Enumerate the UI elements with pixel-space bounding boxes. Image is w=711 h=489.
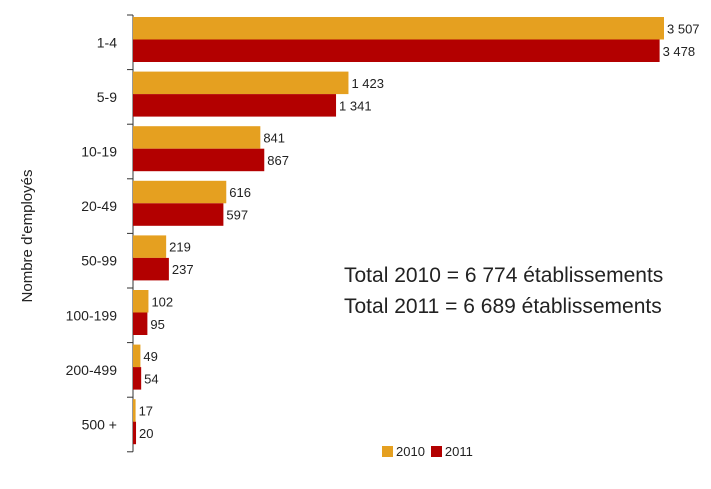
data-label-2011: 95 bbox=[150, 317, 164, 332]
data-label-2011: 1 341 bbox=[339, 98, 372, 113]
bar-2010 bbox=[133, 126, 261, 149]
data-label-2010: 1 423 bbox=[351, 76, 384, 91]
bar-2010 bbox=[133, 71, 349, 95]
data-label-2010: 219 bbox=[169, 240, 191, 255]
bar-2011 bbox=[133, 148, 265, 172]
y-axis bbox=[127, 14, 134, 453]
bar-2011 bbox=[133, 94, 337, 117]
legend-swatch-2011 bbox=[430, 446, 442, 457]
bar-2011 bbox=[133, 312, 148, 335]
y-axis-title-group: Nombre d'employés bbox=[19, 170, 36, 303]
data-label-2010: 616 bbox=[229, 185, 251, 200]
legend-label-2010: 2010 bbox=[396, 444, 425, 459]
category-label: 1-4 bbox=[97, 34, 117, 50]
category-label: 500 + bbox=[82, 417, 117, 433]
bar-2010 bbox=[133, 344, 141, 368]
data-label-2011: 20 bbox=[139, 426, 153, 441]
legend-label-2011: 2011 bbox=[444, 444, 473, 459]
data-label-2010: 3 507 bbox=[667, 21, 700, 36]
legend-swatch-2010 bbox=[382, 446, 393, 457]
bar-2010 bbox=[133, 235, 167, 258]
category-label: 50-99 bbox=[81, 253, 117, 269]
data-label-2010: 102 bbox=[151, 294, 173, 309]
category-label: 5-9 bbox=[97, 89, 117, 105]
bar-2011 bbox=[133, 257, 169, 281]
category-label: 200-499 bbox=[66, 362, 118, 378]
data-label-2011: 3 478 bbox=[663, 44, 696, 59]
bar-2011 bbox=[133, 421, 137, 445]
bar-2010 bbox=[133, 17, 664, 40]
data-label-2010: 841 bbox=[263, 130, 285, 145]
annotation-total-2010: Total 2010 = 6 774 établissements bbox=[344, 264, 664, 287]
category-label: 20-49 bbox=[81, 198, 117, 214]
data-label-2011: 867 bbox=[267, 153, 289, 168]
bar-2011 bbox=[133, 39, 660, 62]
category-label: 10-19 bbox=[81, 144, 117, 160]
bar-2010 bbox=[133, 290, 149, 313]
data-label-2011: 54 bbox=[144, 371, 158, 386]
category-labels: 1-4 5-9 10-19 20-49 50-99 100-199 200-499 500 + bbox=[66, 34, 118, 432]
data-label-2010: 49 bbox=[143, 349, 157, 364]
legend: 2010 2011 bbox=[382, 444, 479, 459]
bar-2011 bbox=[133, 367, 142, 390]
bar-2011 bbox=[133, 203, 224, 226]
bars bbox=[133, 17, 664, 445]
data-labels: 3 507 3 478 1 423 1 341 841 867 616 597 219 237 10… bbox=[139, 21, 700, 441]
data-label-2011: 237 bbox=[172, 262, 194, 277]
y-axis-title: Nombre d'employés bbox=[19, 170, 36, 303]
bar-2010 bbox=[133, 399, 136, 422]
data-label-2010: 17 bbox=[139, 403, 153, 418]
bar-2010 bbox=[133, 180, 227, 204]
legend-item-2010: 2010 bbox=[382, 444, 425, 459]
legend-item-2011: 2011 bbox=[430, 444, 473, 459]
annotation-total-2011: Total 2011 = 6 689 établissements bbox=[344, 295, 662, 318]
category-label: 100-199 bbox=[66, 307, 118, 323]
data-label-2011: 597 bbox=[226, 208, 248, 223]
